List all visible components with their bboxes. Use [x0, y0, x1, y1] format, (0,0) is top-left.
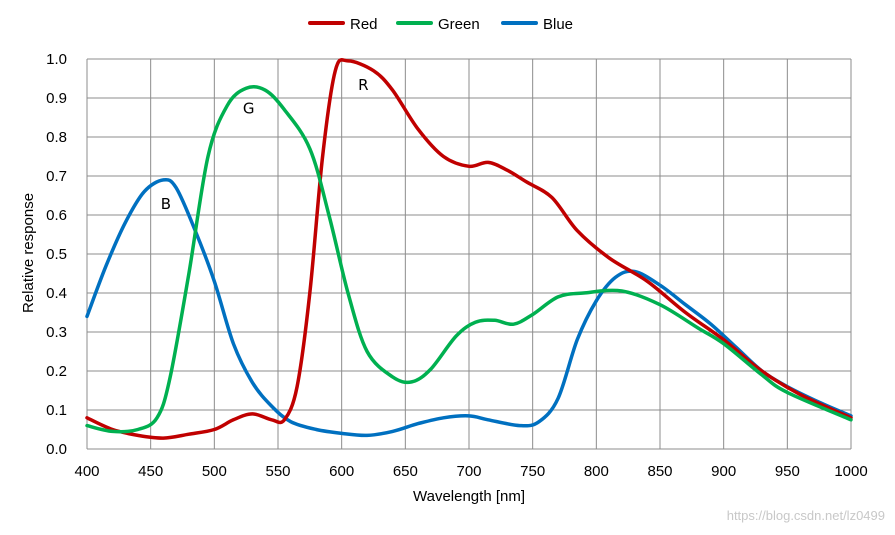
x-tick-label-850: 850 — [647, 463, 672, 480]
series-line-blue — [85, 177, 853, 438]
annotation-r: R — [358, 76, 368, 94]
y-tick-label-3: 0.3 — [46, 324, 67, 341]
x-tick-label-650: 650 — [393, 463, 418, 480]
x-tick-label-900: 900 — [711, 463, 736, 480]
y-tick-label-5: 0.5 — [46, 246, 67, 263]
y-tick-label-9: 0.9 — [46, 90, 67, 107]
legend-label-red: Red — [350, 16, 378, 33]
x-tick-label-750: 750 — [520, 463, 545, 480]
y-tick-label-10: 1.0 — [46, 51, 67, 68]
annotation-b: B — [161, 195, 171, 213]
x-tick-label-550: 550 — [265, 463, 290, 480]
x-tick-label-700: 700 — [456, 463, 481, 480]
grid-lines — [86, 58, 852, 450]
legend-label-blue: Blue — [543, 16, 573, 33]
x-tick-labels: 400 450 500 550 600 650 700 750 800 850 900 950 1000 — [74, 463, 867, 480]
x-tick-label-500: 500 — [202, 463, 227, 480]
x-tick-label-1000: 1000 — [834, 463, 867, 480]
y-axis-label: Relative response — [20, 193, 37, 313]
series-line-green — [85, 85, 853, 434]
x-tick-label-950: 950 — [775, 463, 800, 480]
legend-label-green: Green — [438, 16, 480, 33]
watermark: https://blog.csdn.net/lz0499 — [726, 508, 885, 523]
y-tick-label-6: 0.6 — [46, 207, 67, 224]
x-tick-label-400: 400 — [74, 463, 99, 480]
legend: Red Green Blue — [308, 16, 573, 33]
series-lines — [85, 58, 853, 440]
x-tick-label-600: 600 — [329, 463, 354, 480]
x-tick-label-450: 450 — [138, 463, 163, 480]
x-axis-label: Wavelength [nm] — [413, 488, 525, 505]
curve-annotations: B G R — [161, 76, 369, 213]
y-tick-labels: 0.0 0.1 0.2 0.3 0.4 0.5 0.6 0.7 0.8 0.9 1.0 — [46, 51, 67, 458]
annotation-g: G — [243, 100, 255, 118]
series-line-red — [85, 58, 853, 440]
y-tick-label-7: 0.7 — [46, 168, 67, 185]
y-tick-label-1: 0.1 — [46, 402, 67, 419]
x-tick-label-800: 800 — [584, 463, 609, 480]
y-tick-label-2: 0.2 — [46, 363, 67, 380]
y-tick-label-0: 0.0 — [46, 441, 67, 458]
y-tick-label-4: 0.4 — [46, 285, 67, 302]
y-tick-label-8: 0.8 — [46, 129, 67, 146]
